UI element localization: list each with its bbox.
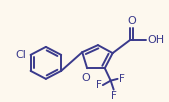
Text: Cl: Cl — [16, 50, 27, 60]
Text: F: F — [119, 74, 124, 84]
Text: O: O — [82, 73, 91, 83]
Text: OH: OH — [147, 35, 164, 45]
Text: F: F — [96, 80, 102, 90]
Text: O: O — [127, 16, 136, 26]
Text: F: F — [111, 91, 117, 101]
